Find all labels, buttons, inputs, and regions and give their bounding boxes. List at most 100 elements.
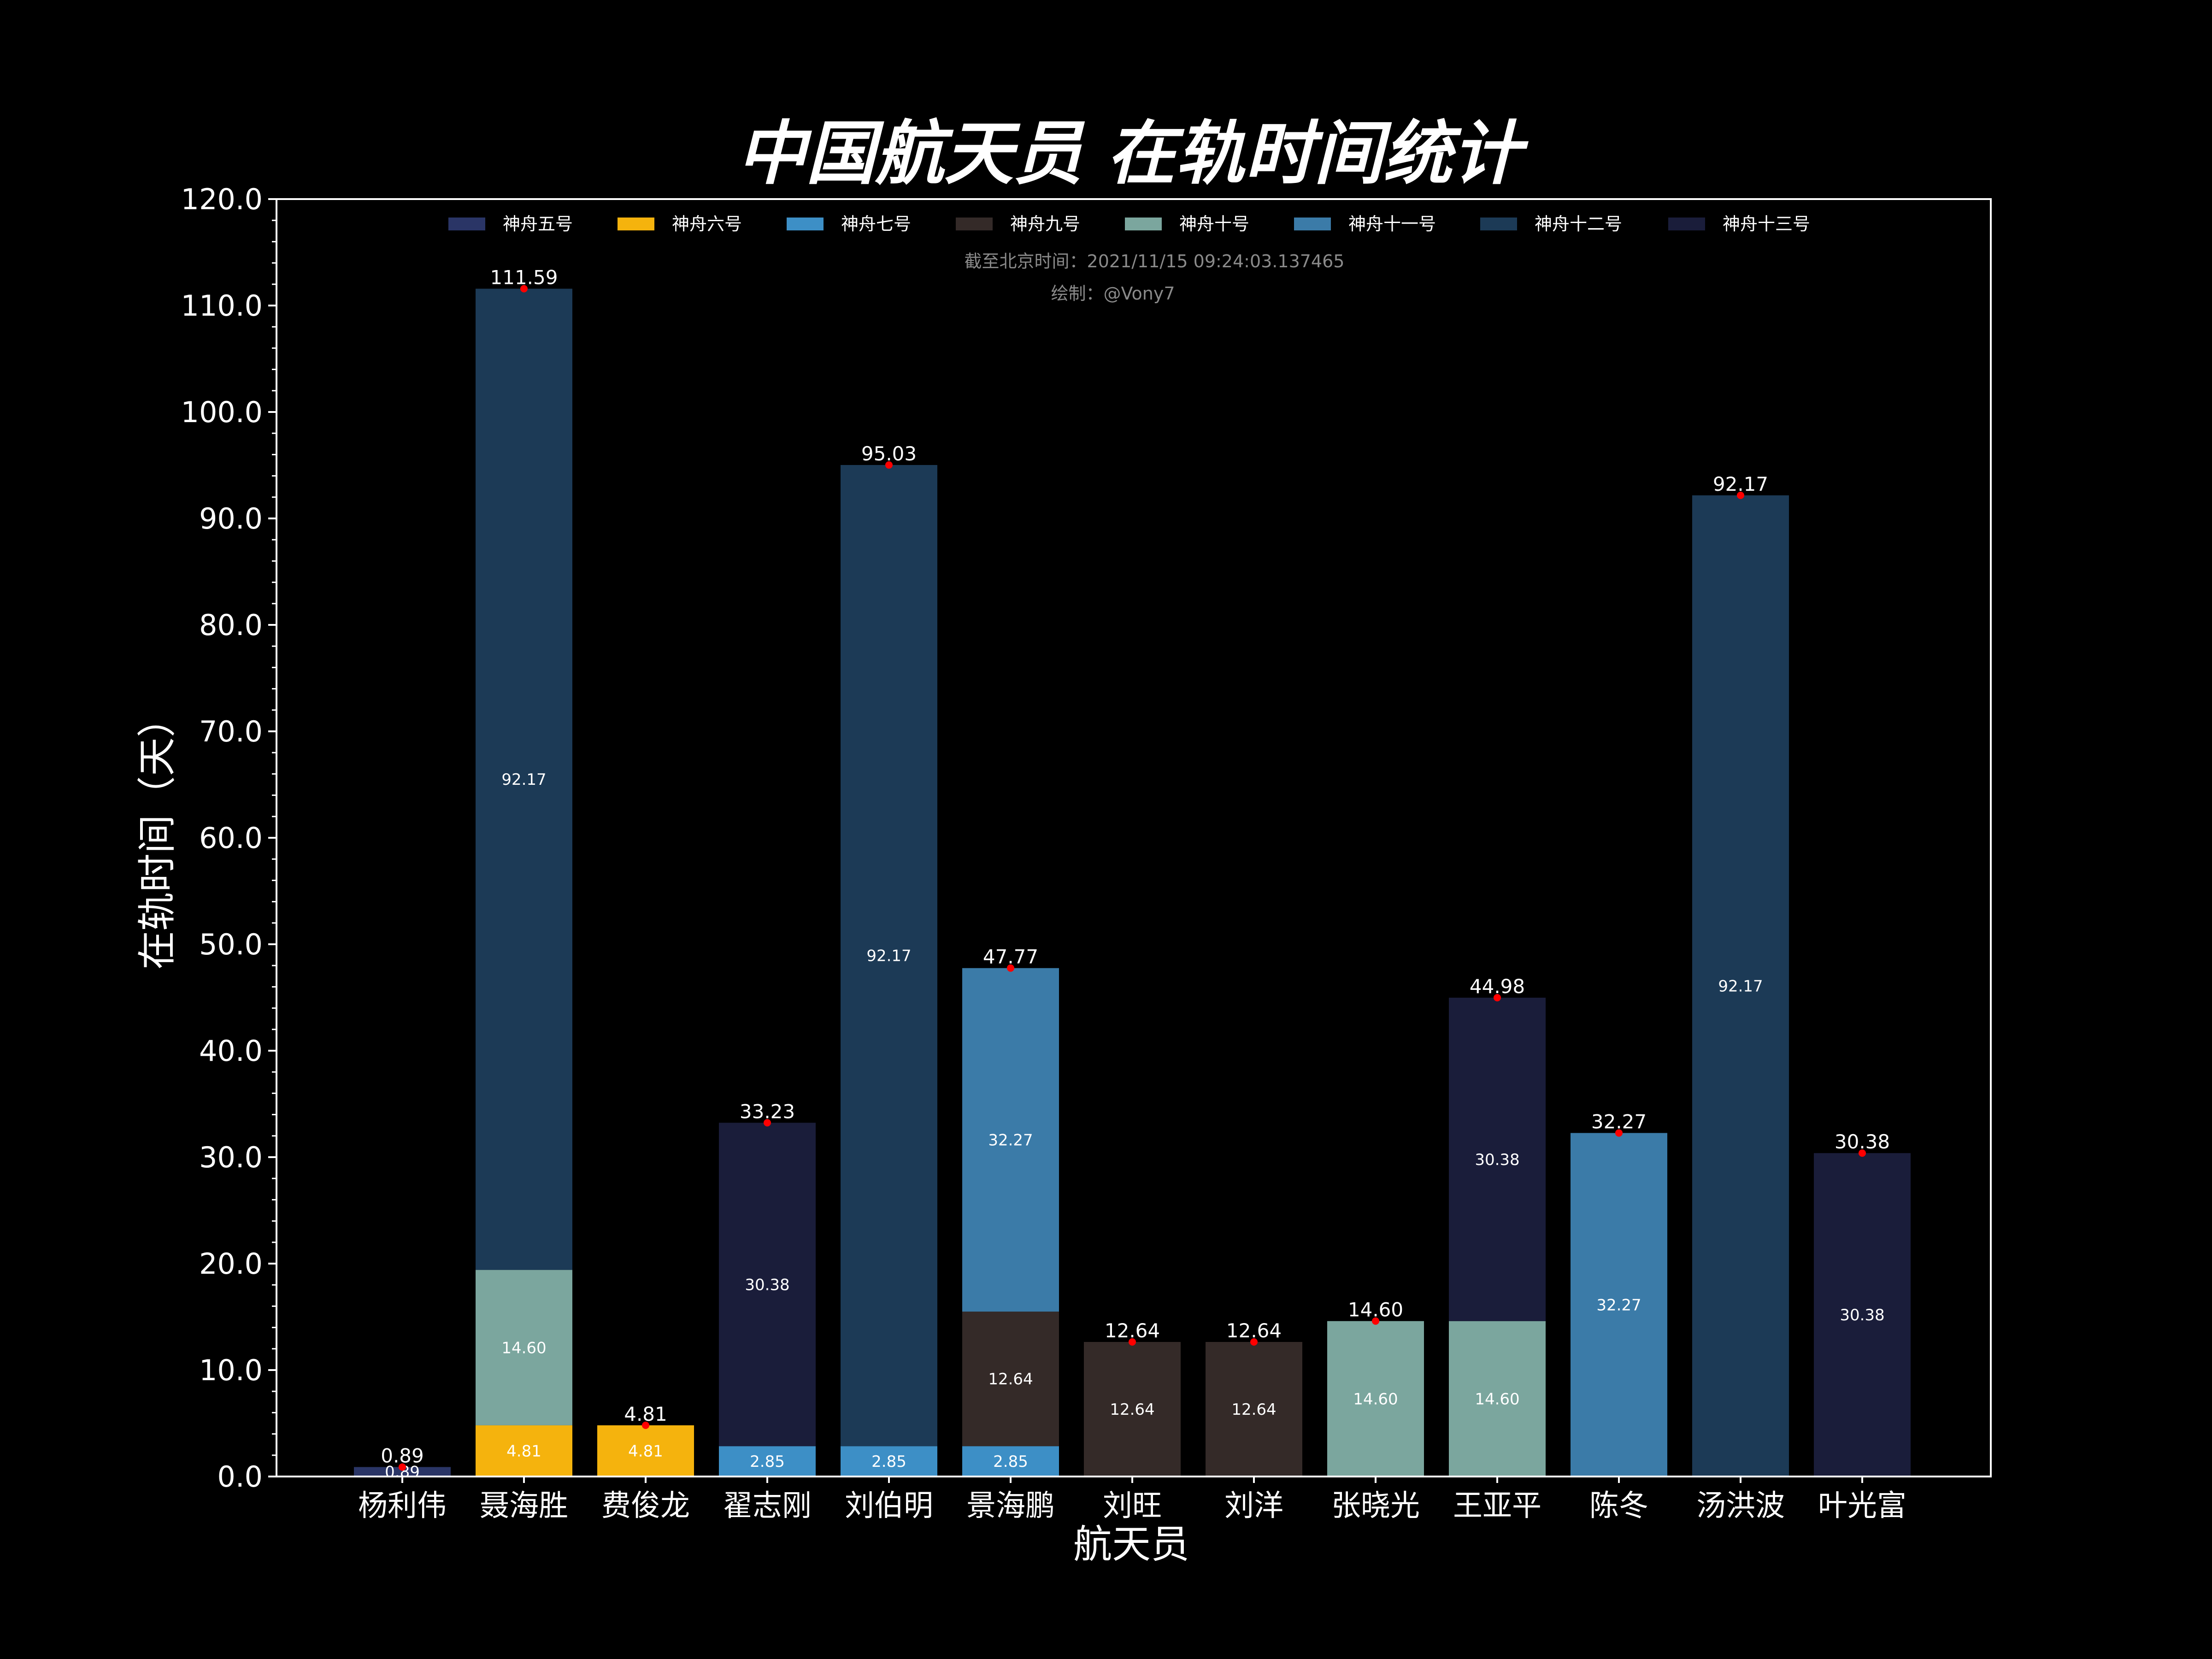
- bar-segment: [597, 1425, 694, 1477]
- y-tick-label: 10.0: [199, 1353, 263, 1387]
- y-tick-label: 40.0: [199, 1034, 263, 1068]
- x-tick-label: 刘洋: [1224, 1489, 1283, 1523]
- total-marker: [1859, 1149, 1866, 1157]
- segment-value-label: 92.17: [866, 947, 911, 965]
- bar-segment: [1814, 1153, 1911, 1477]
- segment-value-label: 4.81: [628, 1442, 663, 1460]
- bar-segment: [1084, 1342, 1181, 1477]
- segment-value-label: 2.85: [993, 1453, 1028, 1471]
- total-value-label: 14.60: [1348, 1299, 1403, 1321]
- total-value-label: 111.59: [490, 266, 558, 289]
- y-tick-label: 60.0: [199, 821, 263, 855]
- legend-label: 神舟六号: [672, 214, 742, 234]
- segment-value-label: 92.17: [1718, 977, 1763, 995]
- y-tick-label: 100.0: [181, 395, 263, 429]
- total-value-label: 12.64: [1105, 1319, 1160, 1342]
- bar-segment: [841, 1446, 937, 1477]
- legend-swatch: [448, 218, 485, 230]
- x-tick-label: 陈冬: [1589, 1489, 1648, 1523]
- bar-segment: [476, 288, 572, 1270]
- x-axis-label: 航天员: [1073, 1522, 1189, 1567]
- legend-label: 神舟十一号: [1348, 214, 1436, 234]
- total-marker: [1129, 1338, 1136, 1346]
- total-marker: [642, 1421, 649, 1429]
- y-tick-label: 30.0: [199, 1141, 263, 1174]
- x-tick-label: 刘伯明: [845, 1489, 933, 1523]
- segment-value-label: 2.85: [871, 1453, 906, 1471]
- segment-value-label: 32.27: [988, 1131, 1033, 1149]
- y-tick-label: 70.0: [199, 715, 263, 748]
- segment-value-label: 2.85: [750, 1453, 785, 1471]
- total-marker: [1737, 491, 1744, 499]
- x-tick-label: 景海鹏: [966, 1489, 1055, 1523]
- legend-swatch: [956, 218, 993, 230]
- total-marker: [1372, 1317, 1379, 1325]
- legend-swatch: [618, 218, 654, 230]
- bar-segment: [1449, 997, 1546, 1321]
- legend-label: 神舟十二号: [1535, 214, 1622, 234]
- y-tick-label: 80.0: [199, 608, 263, 642]
- legend-swatch: [1480, 218, 1517, 230]
- segment-value-label: 14.60: [501, 1339, 546, 1357]
- legend-label: 神舟五号: [503, 214, 573, 234]
- segment-value-label: 30.38: [745, 1276, 789, 1294]
- total-value-label: 4.81: [624, 1403, 667, 1425]
- legend-swatch: [1125, 218, 1162, 230]
- legend-label: 神舟十三号: [1723, 214, 1810, 234]
- total-value-label: 47.77: [983, 946, 1038, 968]
- x-tick-label: 费俊龙: [601, 1489, 690, 1523]
- segment-value-label: 30.38: [1840, 1306, 1884, 1324]
- y-tick-label: 50.0: [199, 928, 263, 961]
- total-value-label: 33.23: [740, 1100, 795, 1123]
- y-tick-label: 0.0: [217, 1460, 263, 1494]
- bar-segment: [962, 1446, 1059, 1477]
- y-tick-label: 110.0: [181, 289, 263, 323]
- x-tick-label: 张晓光: [1331, 1489, 1420, 1523]
- legend-swatch: [1294, 218, 1331, 230]
- bar-segment: [1449, 1321, 1546, 1477]
- total-value-label: 92.17: [1713, 473, 1768, 495]
- x-tick-label: 聂海胜: [480, 1489, 568, 1523]
- legend-swatch: [1668, 218, 1705, 230]
- total-value-label: 30.38: [1835, 1130, 1890, 1153]
- bar-segment: [962, 1312, 1059, 1447]
- y-axis-label: 在轨时间（天）: [135, 699, 180, 970]
- total-marker: [885, 461, 893, 469]
- total-marker: [1250, 1338, 1258, 1346]
- x-tick-label: 叶光富: [1818, 1489, 1906, 1523]
- y-tick-label: 90.0: [199, 502, 263, 535]
- segment-value-label: 30.38: [1475, 1151, 1519, 1169]
- legend-swatch: [787, 218, 824, 230]
- plot-frame: [276, 198, 1992, 1477]
- annotation-time: 截至北京时间：2021/11/15 09:24:03.137465: [965, 251, 1345, 271]
- segment-value-label: 12.64: [1110, 1400, 1154, 1419]
- total-value-label: 95.03: [861, 442, 917, 465]
- total-value-label: 12.64: [1226, 1319, 1282, 1342]
- total-marker: [1007, 964, 1014, 972]
- legend: 神舟五号 神舟六号 神舟七号 神舟九号 神舟十号 神舟十一号 神舟十二号 神舟十三号: [448, 214, 1810, 234]
- total-value-label: 0.89: [381, 1444, 424, 1467]
- x-tick-label: 刘旺: [1103, 1489, 1162, 1523]
- bar-segment: [476, 1270, 572, 1425]
- total-value-label: 32.27: [1591, 1111, 1647, 1133]
- x-tick-label: 王亚平: [1453, 1489, 1541, 1523]
- total-marker: [1615, 1129, 1623, 1137]
- annotation-author: 绘制：@Vony7: [1051, 283, 1175, 304]
- bar-segment: [841, 465, 937, 1447]
- total-marker: [764, 1119, 771, 1127]
- bar-segment: [1206, 1342, 1302, 1477]
- segment-value-label: 92.17: [501, 771, 546, 789]
- total-marker: [1494, 994, 1501, 1001]
- segment-value-label: 4.81: [506, 1442, 541, 1460]
- bar-segment: [962, 968, 1059, 1312]
- bar-segment: [1571, 1133, 1667, 1477]
- chart-title: 中国航天员 在轨时间统计: [737, 113, 1529, 194]
- total-marker: [520, 285, 528, 293]
- bar-segment: [354, 1467, 451, 1477]
- bar-segment: [476, 1425, 572, 1477]
- segment-value-label: 12.64: [1231, 1400, 1276, 1419]
- y-tick-label: 20.0: [199, 1247, 263, 1281]
- segment-value-label: 14.60: [1353, 1390, 1398, 1408]
- segment-value-label: 32.27: [1596, 1296, 1641, 1314]
